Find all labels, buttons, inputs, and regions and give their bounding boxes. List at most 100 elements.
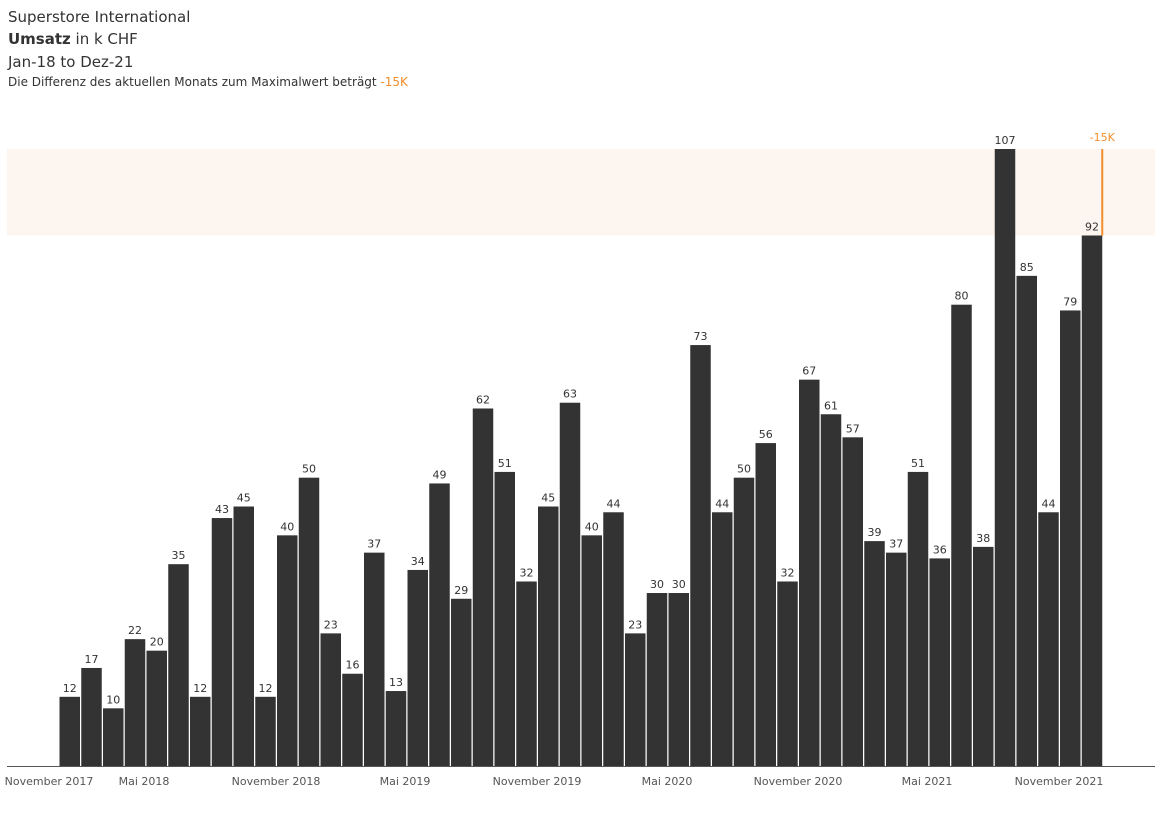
bar-Apr-18 bbox=[124, 639, 146, 766]
bar-Jul-21 bbox=[973, 546, 994, 766]
measure-unit: in k CHF bbox=[70, 30, 138, 48]
bar-value-label-Mai-19: 34 bbox=[411, 555, 425, 568]
bar-Okt-20 bbox=[777, 581, 798, 766]
bar-value-label-Mär-18: 10 bbox=[106, 693, 120, 706]
bar-value-label-Dez-19: 63 bbox=[563, 388, 577, 401]
bar-value-label-Apr-19: 13 bbox=[389, 676, 403, 689]
x-tick-label: November 2018 bbox=[232, 775, 321, 788]
bar-value-label-Feb-18: 17 bbox=[85, 653, 99, 666]
bar-value-label-Jan-21: 57 bbox=[846, 422, 860, 435]
bar-value-label-Sep-20: 56 bbox=[759, 428, 773, 441]
bar-value-label-Nov-20: 67 bbox=[802, 365, 816, 378]
bar-Jun-20 bbox=[690, 345, 711, 766]
difference-indicator-label: -15K bbox=[1090, 131, 1116, 144]
bar-Nov-20 bbox=[799, 379, 820, 766]
bar-Apr-20 bbox=[646, 593, 668, 766]
bar-Jan-21 bbox=[842, 437, 863, 766]
x-tick-label: Mai 2021 bbox=[902, 775, 953, 788]
bar-value-label-Jan-20: 40 bbox=[585, 520, 599, 533]
bar-Sep-20 bbox=[755, 443, 776, 766]
subtitle-difference-value: -15K bbox=[380, 75, 408, 89]
bar-Sep-19 bbox=[494, 471, 515, 766]
bar-Mai-19 bbox=[407, 569, 428, 766]
bar-value-label-Okt-20: 32 bbox=[781, 566, 795, 579]
bar-value-label-Okt-19: 32 bbox=[520, 566, 534, 579]
bar-value-label-Nov-19: 45 bbox=[541, 492, 555, 505]
bar-Mär-19 bbox=[364, 552, 385, 766]
bar-Feb-20 bbox=[603, 512, 624, 766]
bar-value-label-Aug-19: 62 bbox=[476, 393, 490, 406]
bar-Mär-20 bbox=[625, 633, 646, 766]
bar-value-label-Nov-18: 40 bbox=[280, 520, 294, 533]
bar-Nov-19 bbox=[538, 506, 559, 766]
bar-Jun-19 bbox=[429, 483, 450, 766]
bar-value-label-Dez-20: 61 bbox=[824, 399, 838, 412]
bar-value-label-Jul-18: 12 bbox=[193, 682, 207, 695]
bar-value-label-Dez-18: 50 bbox=[302, 463, 316, 476]
date-range: Jan-18 to Dez-21 bbox=[8, 53, 134, 71]
bar-value-label-Sep-19: 51 bbox=[498, 457, 512, 470]
bar-Okt-18 bbox=[255, 696, 276, 766]
bar-Aug-19 bbox=[472, 408, 494, 766]
x-tick-label: November 2017 bbox=[5, 775, 94, 788]
max-difference-band bbox=[7, 149, 1155, 236]
bar-Aug-20 bbox=[733, 477, 755, 766]
bar-value-label-Aug-21: 107 bbox=[995, 134, 1016, 147]
bar-Apr-19 bbox=[385, 691, 407, 766]
bar-value-label-Mai-18: 20 bbox=[150, 636, 164, 649]
x-tick-label: November 2021 bbox=[1015, 775, 1104, 788]
bar-Jan-19 bbox=[320, 633, 341, 766]
bar-value-label-Apr-18: 22 bbox=[128, 624, 142, 637]
bar-Mai-18 bbox=[146, 650, 167, 766]
bar-Feb-18 bbox=[81, 667, 102, 766]
bar-value-label-Apr-21: 51 bbox=[911, 457, 925, 470]
bar-value-label-Jun-20: 73 bbox=[694, 330, 708, 343]
bar-value-label-Sep-21: 85 bbox=[1020, 261, 1034, 274]
bar-Jun-18 bbox=[168, 564, 189, 766]
x-tick-label: November 2020 bbox=[754, 775, 843, 788]
chart-title: Superstore International bbox=[8, 8, 191, 26]
measure-name: Umsatz bbox=[8, 30, 71, 48]
bar-value-label-Sep-18: 45 bbox=[237, 492, 251, 505]
bar-Okt-21 bbox=[1038, 512, 1059, 766]
bar-value-label-Jul-19: 29 bbox=[454, 584, 468, 597]
subtitle-text: Die Differenz des aktuellen Monats zum M… bbox=[8, 75, 381, 89]
bar-Aug-21 bbox=[994, 149, 1016, 766]
bar-Aug-18 bbox=[211, 518, 233, 766]
bar-value-label-Jun-21: 80 bbox=[955, 290, 969, 303]
bar-Dez-20 bbox=[820, 414, 842, 766]
bar-value-label-Okt-18: 12 bbox=[259, 682, 273, 695]
bar-Sep-18 bbox=[233, 506, 254, 766]
bar-Dez-21 bbox=[1081, 235, 1103, 766]
bar-value-label-Dez-21: 92 bbox=[1085, 220, 1099, 233]
bar-Jul-19 bbox=[451, 598, 472, 766]
bar-Okt-19 bbox=[516, 581, 537, 766]
bar-value-label-Apr-20: 30 bbox=[650, 578, 664, 591]
bar-Jan-18 bbox=[59, 696, 80, 766]
bar-Dez-19 bbox=[559, 402, 581, 766]
bar-value-label-Jan-19: 23 bbox=[324, 618, 338, 631]
bar-value-label-Mär-19: 37 bbox=[367, 538, 381, 551]
x-tick-label: Mai 2018 bbox=[119, 775, 170, 788]
x-tick-label: Mai 2020 bbox=[642, 775, 693, 788]
bar-Mai-20 bbox=[668, 593, 689, 766]
bar-value-label-Feb-21: 39 bbox=[868, 526, 882, 539]
bar-value-label-Mai-20: 30 bbox=[672, 578, 686, 591]
bar-value-label-Mai-21: 36 bbox=[933, 543, 947, 556]
bar-Apr-21 bbox=[907, 471, 929, 766]
bar-value-label-Jun-19: 49 bbox=[433, 468, 447, 481]
bar-Feb-19 bbox=[342, 673, 363, 766]
bar-Sep-21 bbox=[1016, 275, 1037, 766]
x-tick-label: November 2019 bbox=[493, 775, 582, 788]
bar-Dez-18 bbox=[298, 477, 320, 766]
bar-Feb-21 bbox=[864, 541, 885, 766]
bar-value-label-Aug-20: 50 bbox=[737, 463, 751, 476]
bar-Nov-21 bbox=[1060, 310, 1081, 766]
bar-value-label-Mär-20: 23 bbox=[628, 618, 642, 631]
bar-value-label-Feb-19: 16 bbox=[346, 659, 360, 672]
bar-Mär-18 bbox=[103, 708, 124, 766]
bar-value-label-Okt-21: 44 bbox=[1042, 497, 1056, 510]
x-tick-label: Mai 2019 bbox=[380, 775, 431, 788]
bar-value-label-Jun-18: 35 bbox=[172, 549, 186, 562]
